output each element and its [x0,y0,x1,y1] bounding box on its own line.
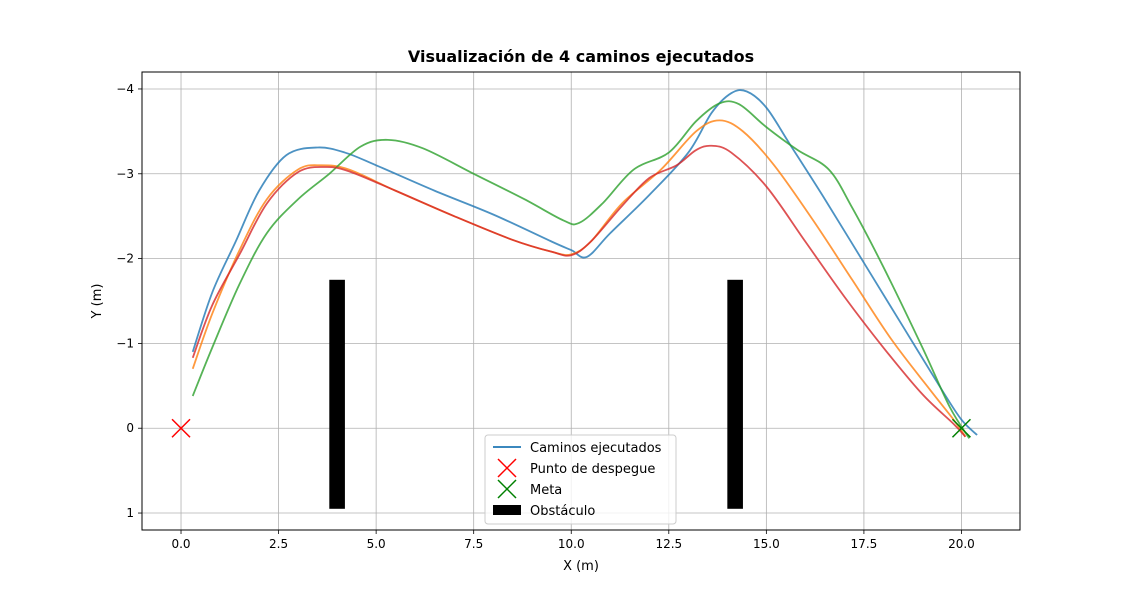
x-tick-label: 20.0 [948,537,975,551]
x-tick-label: 12.5 [655,537,682,551]
start-point-marker [171,418,191,438]
y-tick-label: 0 [126,421,134,435]
x-tick-label: 15.0 [753,537,780,551]
x-stroke [497,458,517,478]
path-line [191,100,971,439]
obstacle [727,279,743,509]
x-tick-label: 10.0 [558,537,585,551]
x-tick-label: 5.0 [367,537,386,551]
axis-ticks: 0.0 2.5 5.0 7.5 10.0 12.5 15.0 17.5 20.0 −4 −3 −2 −1… [116,82,975,551]
series-lines [191,89,978,439]
legend-box [484,434,677,525]
x-tick-label: 0.0 [171,537,190,551]
legend-x-swatch [497,479,517,499]
y-tick-label: −2 [116,252,134,266]
x-tick-label: 17.5 [851,537,878,551]
y-tick-label: −4 [116,82,134,96]
chart-title: Visualización de 4 caminos ejecutados [408,47,754,66]
y-tick-label: 1 [126,506,134,520]
x-stroke [171,418,191,438]
plot-frame [141,71,1021,531]
y-tick-label: −1 [116,336,134,350]
x-tick-label: 2.5 [269,537,288,551]
legend-label: Obstáculo [530,504,595,519]
legend: Caminos ejecutados Punto de despegue Meta O… [484,434,677,525]
x-axis-label: X (m) [563,559,599,574]
x-stroke [951,418,971,438]
x-stroke [497,479,517,499]
y-axis-label: Y (m) [90,284,105,320]
legend-label: Caminos ejecutados [530,441,662,456]
grid [142,72,1020,530]
x-tick-label: 7.5 [464,537,483,551]
path-line [191,144,967,438]
goal-point-marker [951,418,971,438]
markers [171,418,971,438]
legend-rect-swatch [493,505,521,515]
obstacle [329,279,345,509]
obstacles [329,279,743,509]
legend-label: Punto de despegue [530,462,655,477]
legend-x-swatch [497,458,517,478]
y-tick-label: −3 [116,167,134,181]
path-line [191,89,978,436]
legend-label: Meta [530,483,562,498]
